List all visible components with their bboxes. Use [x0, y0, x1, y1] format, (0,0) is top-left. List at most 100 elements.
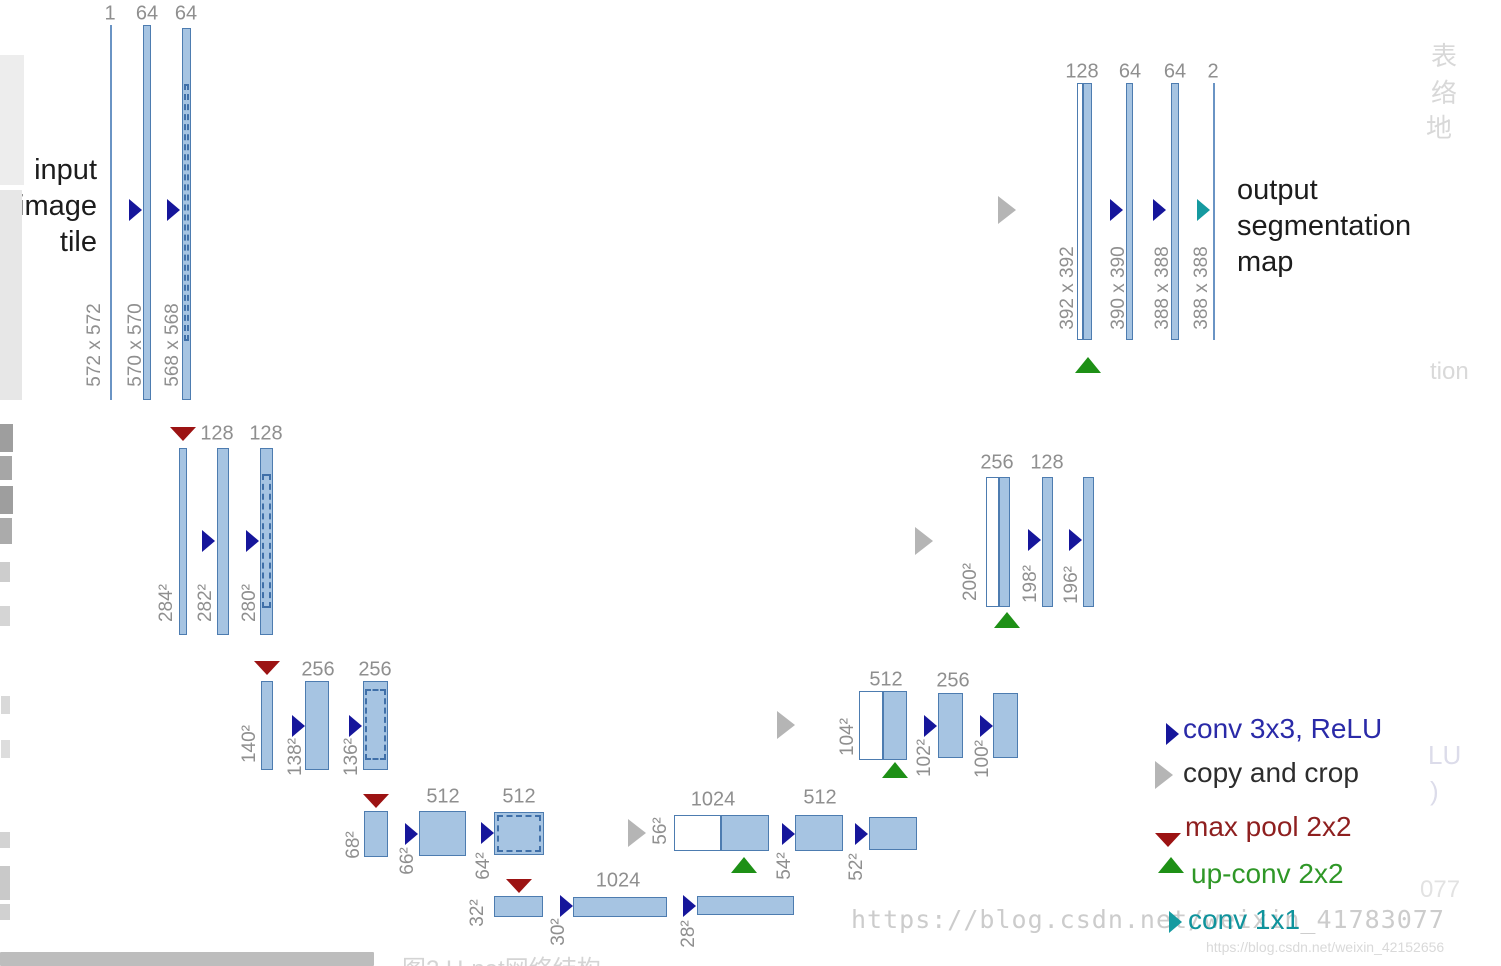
channel-label-128-3: 128	[200, 422, 234, 445]
legend-conv1x1-arrow-icon	[1137, 910, 1182, 934]
conv3x3-arrow-7	[391, 823, 418, 845]
featmap-dec2-conv2-196	[1083, 477, 1094, 607]
featmap-enc3-conv2-136	[363, 681, 388, 770]
featmap-dec2-upconv-200	[999, 477, 1010, 607]
channel-label-128-15: 128	[1030, 451, 1064, 474]
dimension-label-23: 196²	[1061, 565, 1082, 605]
featmap-dec2-conv1-198	[1042, 477, 1053, 607]
legend-copy-crop-label: copy and crop	[1183, 757, 1359, 788]
channel-label-64-18: 64	[1163, 60, 1187, 83]
featmap-dec3-upconv-104	[883, 691, 907, 760]
ghost-text-4: tion	[1430, 358, 1469, 385]
copy-crop-arrow-4	[574, 819, 646, 847]
background-artifact-5	[0, 486, 13, 514]
featmap-dec4-copy-56	[674, 815, 721, 851]
conv3x3-arrow-2	[152, 199, 180, 221]
channel-label-128-4: 128	[249, 422, 283, 445]
max-pool-arrow-1	[170, 403, 196, 441]
input-label-line1: input	[34, 154, 97, 186]
background-artifact-10	[1, 740, 10, 758]
ghost-text-1: 表	[1431, 41, 1458, 71]
background-artifact-1	[0, 55, 24, 185]
conv3x3-arrow-4	[233, 530, 259, 552]
conv3x3-arrow-16	[1056, 529, 1082, 551]
conv3x3-arrow-3	[190, 530, 215, 552]
max-pool-arrow-3	[363, 774, 389, 808]
background-artifact-11	[0, 832, 10, 848]
dimension-label-19: 102²	[914, 738, 935, 778]
ghost-text-6: )	[1430, 776, 1439, 806]
legend-max-pool-arrow-icon	[1155, 811, 1181, 847]
dimension-label-2: 568 x 568	[162, 303, 183, 387]
conv3x3-arrow-15	[1013, 529, 1041, 551]
conv3x3-arrow-17	[1095, 199, 1123, 221]
featmap-dec4-conv1-54	[795, 815, 843, 851]
max-pool-arrow-2	[254, 640, 280, 675]
ghost-text-3: 地	[1426, 113, 1453, 143]
dimension-label-4: 282²	[195, 583, 216, 623]
channel-label-64-17: 64	[1118, 60, 1142, 83]
dimension-label-5: 280²	[239, 583, 260, 623]
horizontal-scrollbar[interactable]	[0, 952, 374, 966]
channel-label-512-8: 512	[502, 785, 536, 808]
background-artifact-3	[0, 424, 13, 452]
dimension-label-1: 570 x 570	[125, 303, 146, 387]
legend-up-conv-label: up-conv 2x2	[1191, 858, 1344, 889]
conv3x3-arrow-11	[770, 823, 795, 845]
watermark-url-small: https://blog.csdn.net/weixin_42152656	[1206, 939, 1445, 955]
conv3x3-arrow-8	[469, 822, 494, 844]
channel-label-256-6: 256	[358, 658, 392, 681]
featmap-dec3-copy-104	[859, 691, 883, 760]
legend-max-pool-label: max pool 2x2	[1185, 811, 1352, 842]
ghost-text-7: 077	[1420, 876, 1461, 903]
featmap-enc1-conv2-568	[182, 28, 191, 400]
dimension-label-16: 54²	[774, 852, 795, 880]
featmap-dec2-copy-200	[986, 477, 999, 607]
output-label-line3: map	[1237, 246, 1294, 278]
output-segmentation-map-label: output segmentation map	[1237, 172, 1447, 280]
legend-conv3x3-label: conv 3x3, ReLU	[1183, 713, 1383, 744]
featmap-enc1-conv1-570	[143, 25, 151, 400]
featmap-dec4-upconv-56	[721, 815, 769, 851]
up-conv-arrow-1	[731, 857, 757, 893]
conv3x3-arrow-13	[908, 715, 937, 737]
featmap-enc4-conv1-66	[419, 811, 466, 856]
input-label-line3: tile	[59, 226, 97, 258]
conv1x1-arrow	[1182, 199, 1210, 221]
background-artifact-4	[0, 456, 12, 480]
featmap-enc3-conv1-138	[305, 681, 329, 770]
featmap-enc3-pool-140	[261, 681, 273, 770]
channel-label-512-12: 512	[869, 668, 903, 691]
conv3x3-arrow-9	[546, 895, 573, 917]
background-artifact-9	[1, 696, 10, 714]
dimension-label-17: 52²	[846, 853, 867, 881]
dimension-label-10: 66²	[397, 847, 418, 875]
channel-label-128-16: 128	[1065, 60, 1099, 83]
ghost-text-5: LU	[1428, 740, 1462, 770]
featmap-dec3-conv2-100	[993, 693, 1018, 758]
input-label-line2: image	[18, 190, 97, 222]
featmap-enc2-conv2-280	[260, 448, 273, 635]
featmap-dec1-copy-392	[1077, 83, 1083, 340]
up-conv-arrow-3	[994, 612, 1020, 688]
featmap-dec1-conv2-388	[1171, 83, 1179, 340]
copy-crop-arrow-2	[347, 527, 933, 555]
dimension-label-6: 140²	[239, 724, 260, 764]
legend-conv1x1-label: conv 1x1	[1188, 904, 1301, 935]
featmap-enc4-conv2-64	[494, 812, 544, 855]
output-label-line1: output	[1237, 174, 1318, 206]
featmap-bott-pool-32	[494, 896, 543, 917]
dimension-label-14: 28²	[678, 920, 699, 948]
figure-caption: 图2 U-net网络结构	[402, 949, 601, 966]
channel-label-256-13: 256	[936, 669, 970, 692]
up-conv-arrow-4	[1075, 357, 1101, 448]
dimension-label-8: 136²	[341, 737, 362, 777]
featmap-bott-conv1-30	[573, 897, 667, 917]
channel-label-512-7: 512	[426, 785, 460, 808]
legend-copy-crop-arrow-icon	[1128, 761, 1173, 789]
crop-region	[365, 689, 386, 760]
up-conv-arrow-2	[882, 762, 908, 811]
conv3x3-arrow-5	[278, 715, 305, 737]
